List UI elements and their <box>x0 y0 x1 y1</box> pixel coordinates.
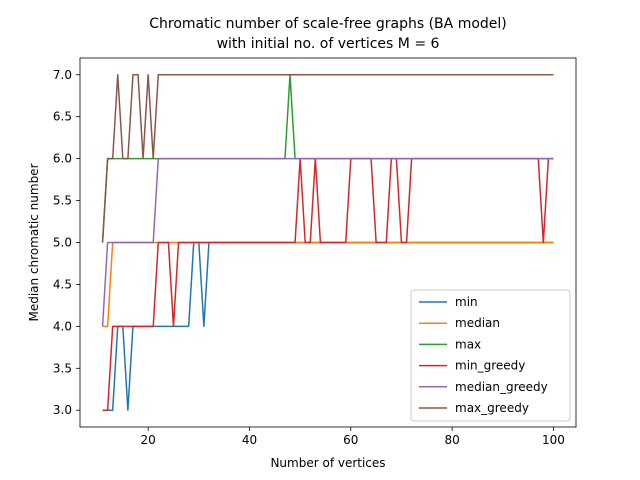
y-tick-label: 3.5 <box>53 361 72 375</box>
legend-label-median: median <box>455 316 500 330</box>
y-tick-label: 4.5 <box>53 277 72 291</box>
y-tick-label: 5.0 <box>53 236 72 250</box>
series-line-median-greedy <box>101 157 554 327</box>
legend-label-min-greedy: min_greedy <box>455 359 525 373</box>
legend-label-median-greedy: median_greedy <box>455 380 548 394</box>
legend: min median max min_greedy median_greedy max_g… <box>410 289 571 422</box>
chart-title-line-1: Chromatic number of scale-free graphs (B… <box>149 16 507 32</box>
x-axis-label: Number of vertices <box>270 456 385 470</box>
ticks-layer: 20 40 60 80 100 3.0 3.5 4.0 4.5 5.0 5.5 6.0 6.5 7.0 <box>53 68 565 447</box>
y-tick-label: 5.5 <box>53 194 72 208</box>
x-tick-label: 60 <box>343 433 358 447</box>
y-tick-label: 4.0 <box>53 319 72 333</box>
y-tick-label: 6.0 <box>53 152 72 166</box>
y-axis-label: Median chromatic number <box>27 163 41 321</box>
x-tick-label: 100 <box>542 433 565 447</box>
plot-frame <box>79 57 577 428</box>
legend-box <box>410 289 571 422</box>
y-tick-label: 7.0 <box>53 68 72 82</box>
y-tick-label: 3.0 <box>53 403 72 417</box>
x-tick-label: 40 <box>242 433 257 447</box>
y-tick-label: 6.5 <box>53 110 72 124</box>
series-layer <box>101 74 554 411</box>
x-tick-label: 80 <box>444 433 459 447</box>
chart-title-line-2: with initial no. of vertices M = 6 <box>217 36 440 52</box>
legend-label-max: max <box>455 337 481 351</box>
legend-label-max-greedy: max_greedy <box>455 401 529 415</box>
series-line-min <box>102 241 554 411</box>
series-line-max-greedy <box>101 74 554 243</box>
series-line-min-greedy <box>102 157 554 411</box>
x-tick-label: 20 <box>141 433 156 447</box>
legend-label-min: min <box>455 295 478 309</box>
